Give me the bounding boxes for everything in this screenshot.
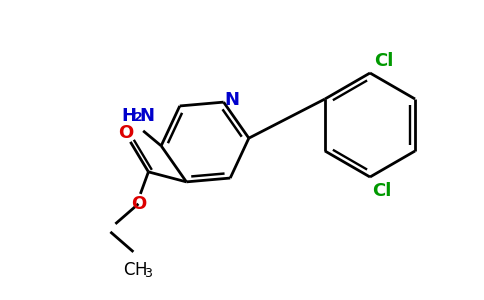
Text: 2: 2 <box>134 111 143 124</box>
Text: Cl: Cl <box>374 52 393 70</box>
Text: H: H <box>121 107 136 125</box>
Text: H: H <box>134 261 147 279</box>
Text: N: N <box>140 107 155 125</box>
Text: 3: 3 <box>144 267 152 280</box>
Text: O: O <box>131 195 146 213</box>
Text: C: C <box>122 261 134 279</box>
Text: Cl: Cl <box>372 182 392 200</box>
Text: N: N <box>224 91 239 109</box>
Text: O: O <box>118 124 133 142</box>
